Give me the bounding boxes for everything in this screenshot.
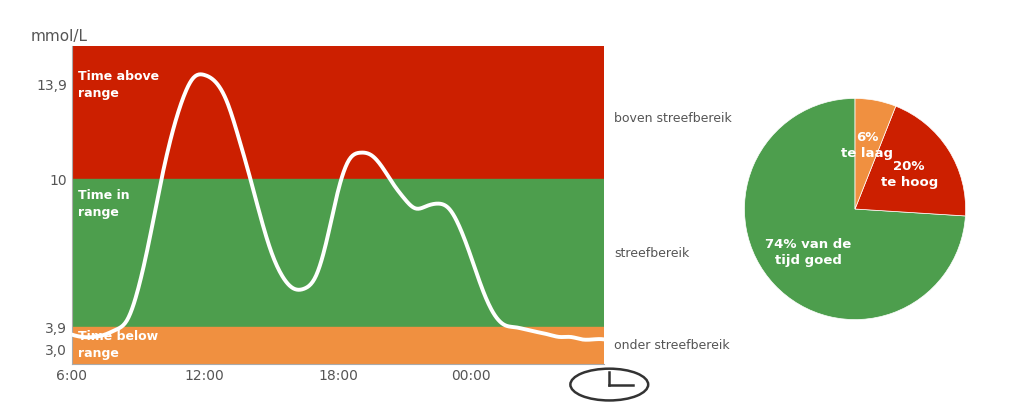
Text: Time below
range: Time below range <box>79 330 159 360</box>
Bar <box>72 327 604 364</box>
Text: mmol/L: mmol/L <box>31 29 88 44</box>
Bar <box>72 179 604 327</box>
Text: onder streefbereik: onder streefbereik <box>614 339 730 352</box>
Text: Time above
range: Time above range <box>79 70 160 100</box>
Wedge shape <box>855 106 966 216</box>
Text: 74% van de
tijd goed: 74% van de tijd goed <box>765 238 851 268</box>
Wedge shape <box>744 98 966 320</box>
Text: boven streefbereik: boven streefbereik <box>614 112 732 125</box>
Bar <box>72 46 604 179</box>
Wedge shape <box>855 98 896 209</box>
Text: 6%
te laag: 6% te laag <box>841 132 893 161</box>
Text: Time in
range: Time in range <box>79 189 130 219</box>
Text: streefbereik: streefbereik <box>614 247 689 260</box>
Text: 20%
te hoog: 20% te hoog <box>881 160 938 189</box>
